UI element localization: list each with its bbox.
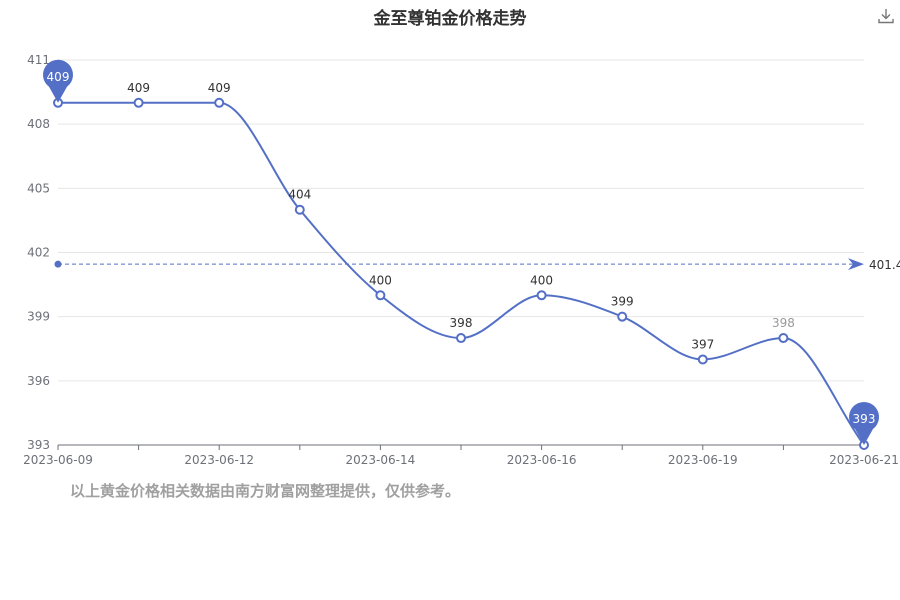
x-tick-label: 2023-06-21 bbox=[829, 453, 899, 467]
data-label: 409 bbox=[208, 81, 231, 95]
data-point bbox=[214, 97, 225, 108]
data-point bbox=[133, 97, 144, 108]
data-point bbox=[778, 333, 789, 344]
data-point bbox=[617, 311, 628, 322]
x-tick-label: 2023-06-16 bbox=[507, 453, 577, 467]
y-tick-label: 405 bbox=[27, 181, 50, 195]
data-label: 398 bbox=[450, 316, 473, 330]
average-line-start bbox=[54, 260, 62, 268]
download-icon bbox=[878, 9, 894, 24]
data-label: 400 bbox=[530, 273, 553, 287]
series-line bbox=[57, 101, 865, 446]
x-tick-label: 2023-06-19 bbox=[668, 453, 738, 467]
chart-title: 金至尊铂金价格走势 bbox=[373, 9, 527, 29]
data-label: 397 bbox=[691, 337, 714, 351]
data-label: 398 bbox=[772, 316, 795, 330]
y-tick-label: 408 bbox=[27, 117, 50, 131]
download-button[interactable] bbox=[876, 6, 896, 26]
mark-point-pin-min bbox=[849, 402, 880, 445]
x-tick-label: 2023-06-09 bbox=[23, 453, 93, 467]
y-tick-label: 399 bbox=[27, 310, 50, 324]
data-label: 399 bbox=[611, 295, 634, 309]
y-tick-label: 396 bbox=[27, 374, 50, 388]
mark-point-pin-max bbox=[43, 59, 73, 103]
y-tick-label: 411 bbox=[27, 53, 50, 67]
data-point bbox=[536, 290, 547, 301]
data-label: 409 bbox=[127, 81, 150, 95]
x-tick-label: 2023-06-12 bbox=[184, 453, 254, 467]
x-tick-label: 2023-06-14 bbox=[346, 453, 416, 467]
average-line-arrow bbox=[848, 258, 864, 271]
data-label: 404 bbox=[288, 188, 311, 202]
mark-point-label-max: 409 bbox=[47, 70, 70, 84]
mark-point-label-min: 393 bbox=[853, 412, 876, 426]
average-line-label: 401.4 bbox=[869, 258, 900, 272]
data-point bbox=[697, 354, 708, 365]
data-point bbox=[456, 333, 466, 344]
data-label: 400 bbox=[369, 273, 392, 287]
y-tick-label: 402 bbox=[27, 246, 50, 260]
y-tick-label: 393 bbox=[27, 438, 50, 452]
footnote: 以上黄金价格相关数据由南方财富网整理提供，仅供参考。 bbox=[70, 482, 461, 500]
data-point bbox=[375, 290, 386, 301]
data-point bbox=[294, 204, 305, 215]
